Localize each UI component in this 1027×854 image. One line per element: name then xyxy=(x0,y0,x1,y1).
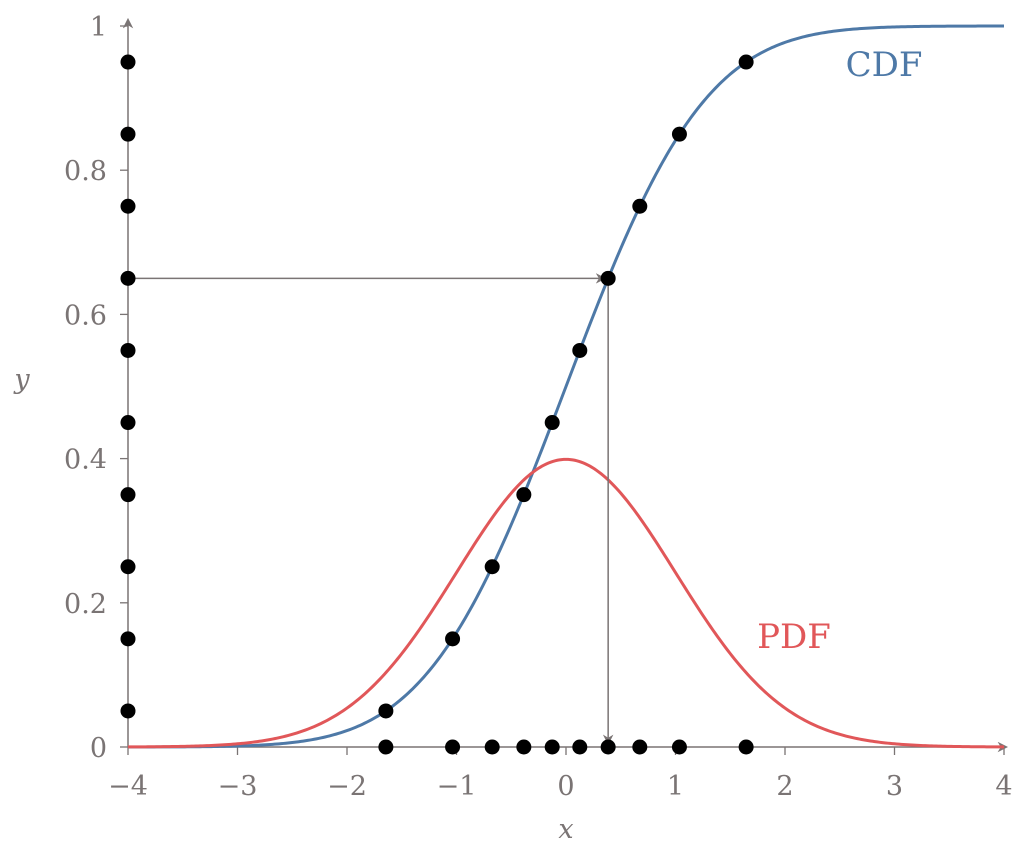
x-tick-label: 2 xyxy=(776,771,793,802)
x-axis-sample-point xyxy=(738,739,754,755)
cdf-series-label: CDF xyxy=(846,45,923,85)
y-axis-quantile-point xyxy=(120,631,136,647)
x-tick-label: 3 xyxy=(886,771,903,802)
y-axis-quantile-point xyxy=(120,270,136,286)
cdf-curve-point xyxy=(445,631,461,647)
pdf-curve xyxy=(128,457,1004,749)
pdf-series-label: PDF xyxy=(757,617,831,657)
cdf-curve-point xyxy=(378,703,394,719)
y-axis-quantile-point xyxy=(120,198,136,214)
y-tick-label: 0.2 xyxy=(64,589,107,620)
x-axis-sample-point xyxy=(445,739,461,755)
y-tick-label: 0 xyxy=(90,733,107,764)
y-axis-quantile-point xyxy=(120,54,136,70)
curves xyxy=(128,24,1004,749)
x-axis-sample-point xyxy=(484,739,500,755)
y-tick-label: 0.4 xyxy=(64,445,107,476)
x-axis-sample-point xyxy=(378,739,394,755)
x-axis-sample-point xyxy=(572,739,588,755)
labels: x y CDF PDF xyxy=(13,45,922,845)
y-tick-label: 1 xyxy=(90,12,107,43)
cdf-curve-point xyxy=(738,54,754,70)
cdf-curve-point xyxy=(671,126,687,142)
x-tick-label: −2 xyxy=(327,771,367,802)
x-tick-label: 0 xyxy=(557,771,574,802)
cdf-curve-point xyxy=(544,415,560,431)
cdf-curve-point xyxy=(516,487,532,503)
y-axis-title: y xyxy=(13,364,30,395)
y-axis-quantile-point xyxy=(120,487,136,503)
y-axis-quantile-point xyxy=(120,342,136,358)
cdf-curve-point xyxy=(600,270,616,286)
x-axis-title: x xyxy=(558,814,573,845)
y-tick-label: 0.8 xyxy=(64,156,107,187)
cdf-curve-point xyxy=(632,198,648,214)
y-axis-quantile-point xyxy=(120,415,136,431)
y-tick-label: 0.6 xyxy=(64,300,107,331)
x-axis-sample-point xyxy=(516,739,532,755)
x-tick-label: −4 xyxy=(108,771,148,802)
x-tick-label: −1 xyxy=(437,771,477,802)
cdf-curve-point xyxy=(572,342,588,358)
y-axis-quantile-point xyxy=(120,703,136,719)
y-axis-quantile-point xyxy=(120,126,136,142)
x-axis-sample-point xyxy=(632,739,648,755)
ticks: −4 −3 −2 −1 0 1 2 3 4 0 0.2 0.4 0.6 0.8 1 xyxy=(64,12,1013,802)
x-axis-sample-point xyxy=(544,739,560,755)
cdf-curve xyxy=(128,24,1004,749)
cdf-curve-point xyxy=(484,559,500,575)
x-axis-sample-point xyxy=(600,739,616,755)
guide-arrows xyxy=(128,273,614,746)
y-axis-quantile-point xyxy=(120,559,136,575)
x-tick-label: 1 xyxy=(667,771,684,802)
x-tick-label: −3 xyxy=(218,771,258,802)
x-tick-label: 4 xyxy=(995,771,1012,802)
sample-points xyxy=(120,54,754,755)
x-axis-sample-point xyxy=(671,739,687,755)
